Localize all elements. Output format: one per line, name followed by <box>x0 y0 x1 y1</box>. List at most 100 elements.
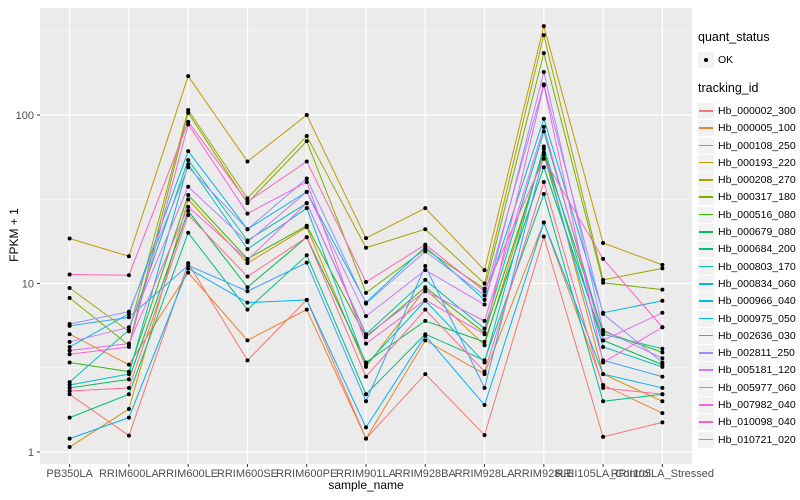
legend-item[interactable]: Hb_005181_120 <box>698 362 798 379</box>
data-point[interactable] <box>67 445 72 450</box>
data-point[interactable] <box>601 311 606 316</box>
data-point[interactable] <box>364 425 368 430</box>
legend-item[interactable]: Hb_000684_200 <box>698 241 798 258</box>
data-point[interactable] <box>126 392 131 397</box>
data-point[interactable] <box>660 262 665 267</box>
data-point[interactable] <box>541 51 546 56</box>
data-point[interactable] <box>660 385 665 390</box>
data-point[interactable] <box>423 333 428 338</box>
data-point[interactable] <box>541 129 546 134</box>
data-point[interactable] <box>660 287 665 292</box>
data-point[interactable] <box>186 158 191 163</box>
data-point[interactable] <box>423 338 428 343</box>
data-point[interactable] <box>126 325 131 330</box>
data-point[interactable] <box>423 372 428 377</box>
data-point[interactable] <box>601 338 606 343</box>
data-point[interactable] <box>482 332 487 337</box>
data-point[interactable] <box>186 212 191 217</box>
data-point[interactable] <box>364 333 368 338</box>
data-point[interactable] <box>541 234 546 239</box>
data-point[interactable] <box>601 372 606 377</box>
data-point[interactable] <box>423 249 428 254</box>
legend-item[interactable]: Hb_000193_220 <box>698 154 798 171</box>
data-point[interactable] <box>423 307 428 312</box>
data-point[interactable] <box>245 300 250 305</box>
data-point[interactable] <box>304 139 309 144</box>
data-point[interactable] <box>482 385 487 390</box>
data-point[interactable] <box>186 149 191 154</box>
data-point[interactable] <box>601 385 606 390</box>
data-point[interactable] <box>601 240 606 245</box>
data-point[interactable] <box>364 245 368 250</box>
data-point[interactable] <box>67 286 72 291</box>
legend-item[interactable]: Hb_000834_060 <box>698 275 798 292</box>
data-point[interactable] <box>541 156 546 161</box>
data-point[interactable] <box>364 399 368 404</box>
data-point[interactable] <box>541 191 546 196</box>
data-point[interactable] <box>482 343 487 348</box>
legend-item[interactable]: Hb_002636_030 <box>698 327 798 344</box>
data-point[interactable] <box>482 281 487 286</box>
data-point[interactable] <box>186 108 191 113</box>
data-point[interactable] <box>67 360 72 365</box>
data-point[interactable] <box>601 399 606 404</box>
data-point[interactable] <box>601 434 606 439</box>
legend-item[interactable]: Hb_000005_100 <box>698 120 798 137</box>
data-point[interactable] <box>541 220 546 225</box>
legend-item[interactable]: Hb_007982_040 <box>698 396 798 413</box>
data-point[interactable] <box>126 406 131 411</box>
data-point[interactable] <box>541 116 546 121</box>
data-point[interactable] <box>304 134 309 139</box>
legend-item[interactable]: Hb_000208_270 <box>698 171 798 189</box>
data-point[interactable] <box>601 382 606 387</box>
data-point[interactable] <box>423 277 428 282</box>
data-point[interactable] <box>423 297 428 302</box>
data-point[interactable] <box>364 290 368 295</box>
data-point[interactable] <box>364 301 368 306</box>
data-point[interactable] <box>245 247 250 252</box>
data-point[interactable] <box>67 389 72 394</box>
data-point[interactable] <box>423 264 428 269</box>
data-point[interactable] <box>660 325 665 330</box>
legend-item[interactable]: Hb_000803_170 <box>698 258 798 275</box>
data-point[interactable] <box>601 360 606 365</box>
data-point[interactable] <box>304 176 309 181</box>
data-point[interactable] <box>245 159 250 164</box>
data-point[interactable] <box>186 110 191 115</box>
data-point[interactable] <box>126 273 131 278</box>
data-point[interactable] <box>364 374 368 379</box>
data-point[interactable] <box>304 223 309 228</box>
data-point[interactable] <box>186 230 191 235</box>
legend-item[interactable]: Hb_000108_250 <box>698 137 798 154</box>
data-point[interactable] <box>245 307 250 312</box>
data-point[interactable] <box>423 268 428 273</box>
legend-item[interactable]: Hb_000966_040 <box>698 293 798 310</box>
data-point[interactable] <box>126 362 131 367</box>
data-point[interactable] <box>304 307 309 312</box>
data-point[interactable] <box>245 196 250 201</box>
data-point[interactable] <box>423 242 428 247</box>
data-point[interactable] <box>245 358 250 363</box>
data-point[interactable] <box>423 285 428 290</box>
data-point[interactable] <box>482 302 487 307</box>
data-point[interactable] <box>541 124 546 129</box>
data-point[interactable] <box>364 236 368 241</box>
data-point[interactable] <box>482 268 487 273</box>
legend-item[interactable]: Hb_000679_080 <box>698 223 798 241</box>
data-point[interactable] <box>304 201 309 206</box>
data-point[interactable] <box>245 257 250 262</box>
data-point[interactable] <box>541 144 546 149</box>
data-point[interactable] <box>245 261 250 266</box>
data-point[interactable] <box>304 159 309 164</box>
data-point[interactable] <box>304 180 309 185</box>
data-point[interactable] <box>186 193 191 198</box>
data-point[interactable] <box>423 289 428 294</box>
data-point[interactable] <box>541 165 546 170</box>
data-point[interactable] <box>126 372 131 377</box>
data-point[interactable] <box>67 296 72 301</box>
data-point[interactable] <box>67 348 72 353</box>
data-point[interactable] <box>304 189 309 194</box>
data-point[interactable] <box>304 206 309 211</box>
data-point[interactable] <box>186 208 191 213</box>
data-point[interactable] <box>660 266 665 271</box>
